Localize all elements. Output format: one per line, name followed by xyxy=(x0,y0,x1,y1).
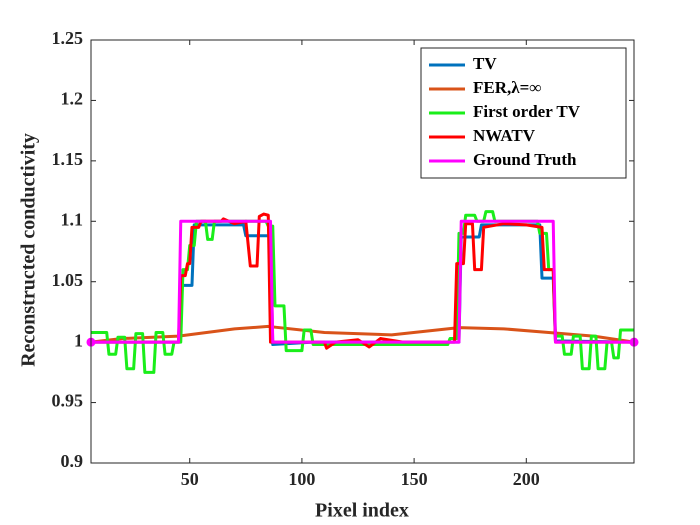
y-tick-label: 1.15 xyxy=(52,149,84,169)
legend-label: First order TV xyxy=(473,102,581,121)
series-line xyxy=(91,219,634,344)
x-axis-label: Pixel index xyxy=(315,500,409,522)
y-tick-label: 1.2 xyxy=(61,89,84,109)
y-tick-label: 1.05 xyxy=(52,270,84,290)
x-tick-label: 200 xyxy=(513,469,540,489)
legend-label: TV xyxy=(473,54,497,73)
x-tick-label: 50 xyxy=(181,469,199,489)
axes-box xyxy=(90,39,635,464)
legend-label: FER,λ=∞ xyxy=(473,78,541,97)
legend-label: Ground Truth xyxy=(473,150,577,169)
x-tick-label: 100 xyxy=(288,469,315,489)
y-tick-label: 1.1 xyxy=(61,209,84,229)
y-tick-label: 1 xyxy=(74,330,83,350)
y-tick-label: 0.95 xyxy=(52,391,84,411)
series-line xyxy=(91,212,634,350)
y-tick-label: 1.25 xyxy=(52,28,84,48)
x-tick-label: 150 xyxy=(401,469,428,489)
y-axis-label: Reconstructed conductivity xyxy=(18,133,40,367)
legend-label: NWATV xyxy=(473,126,536,145)
y-tick-label: 0.9 xyxy=(61,451,84,471)
